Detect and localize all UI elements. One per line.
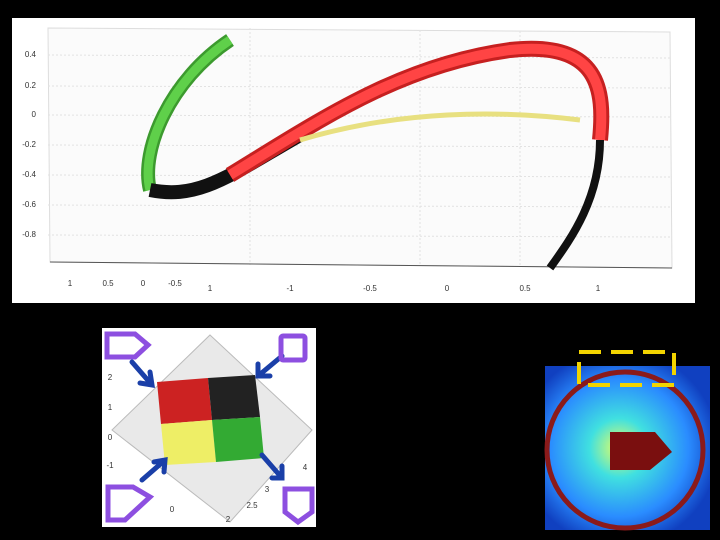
tick-label: 0.5 (102, 279, 114, 288)
ribbon-green-face (143, 36, 233, 192)
highlight-box (577, 350, 676, 387)
tick-label: 0 (108, 433, 113, 442)
tick-label: 1 (208, 284, 213, 293)
tick-label: 1 (596, 284, 601, 293)
field-circle (544, 369, 706, 531)
tick-label: 3 (265, 485, 270, 494)
tick-label: 0 (445, 284, 450, 293)
tick-label: -1 (106, 461, 114, 470)
cell-red (157, 378, 212, 424)
tick-label: -0.5 (363, 284, 377, 293)
x-axis (49, 261, 673, 269)
arrows (129, 353, 285, 483)
tick-label: 1 (68, 279, 73, 288)
cell-black (208, 375, 260, 420)
tick-label: -0.5 (168, 279, 182, 288)
ribbon-tail (546, 139, 604, 271)
ribbon-yellow (299, 111, 581, 143)
tick-label: -0.8 (22, 230, 36, 239)
tick-label: 4 (303, 463, 308, 472)
ribbon-red-face (227, 43, 607, 180)
tick-label: -1 (286, 284, 294, 293)
grid (47, 28, 671, 267)
tick-label: 2.5 (246, 501, 258, 510)
markers (104, 331, 315, 526)
tick-label: 0.2 (25, 81, 37, 90)
field-shape (610, 432, 672, 470)
cell-yellow (161, 420, 216, 465)
tick-label: 0.5 (519, 284, 531, 293)
tick-label: -0.6 (22, 200, 36, 209)
tick-label: 2 (226, 515, 231, 524)
tick-label: 2 (108, 373, 113, 382)
tick-label: 0 (141, 279, 146, 288)
tick-label: 0.4 (25, 50, 37, 59)
tick-label: 0 (32, 110, 37, 119)
tick-label: -0.2 (22, 140, 36, 149)
tick-label: 0 (170, 505, 175, 514)
tick-label: -0.4 (22, 170, 36, 179)
tick-label: 1 (108, 403, 113, 412)
cell-green (212, 417, 264, 462)
